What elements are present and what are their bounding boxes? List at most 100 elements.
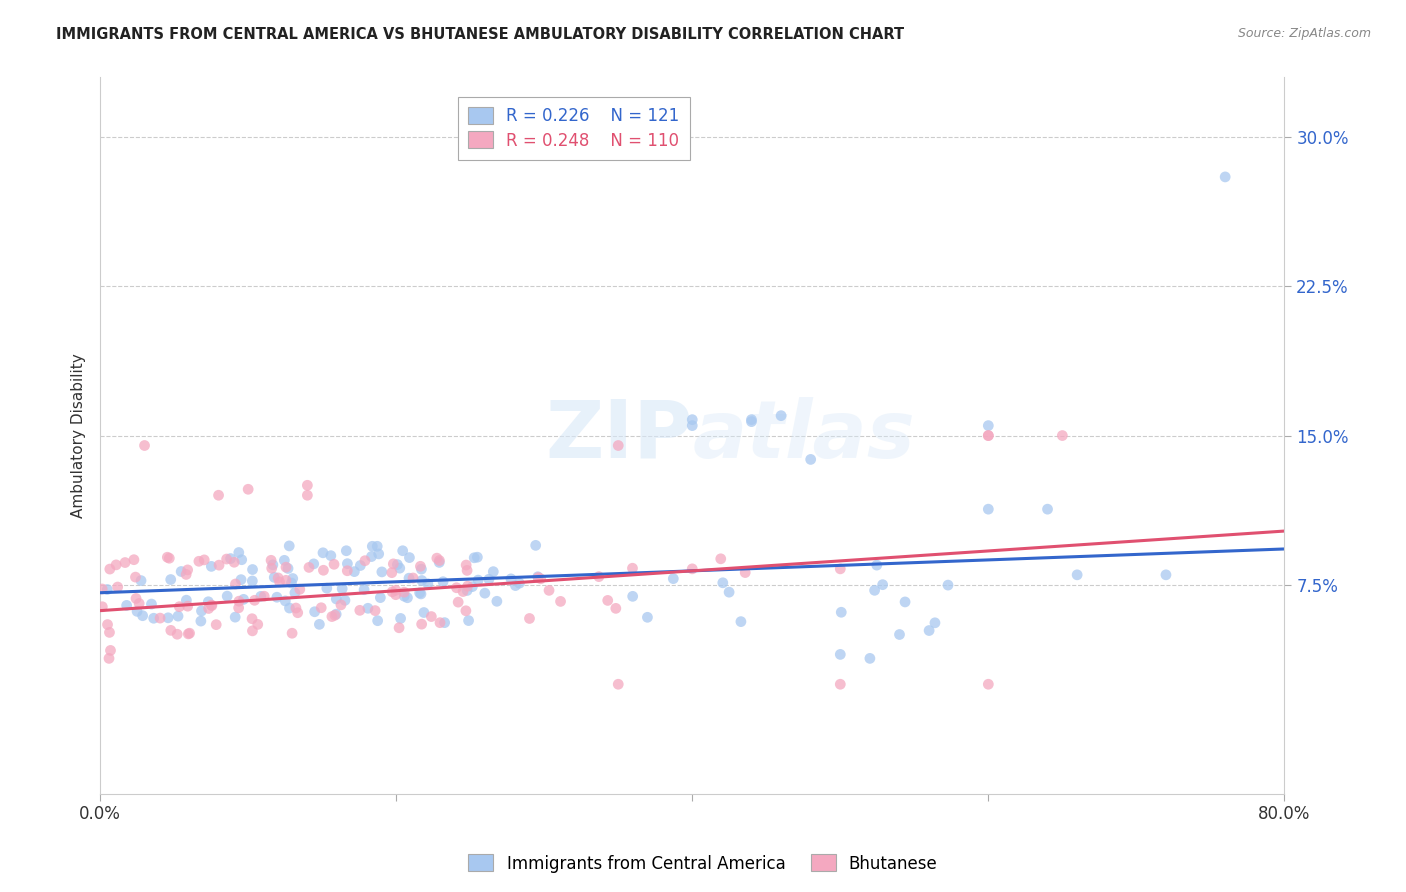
Point	[343, 565, 366, 579]
Point	[863, 583, 886, 598]
Point	[550, 594, 572, 608]
Point	[894, 595, 917, 609]
Point	[281, 572, 304, 586]
Point	[288, 582, 311, 597]
Point	[315, 581, 337, 595]
Point	[176, 563, 198, 577]
Point	[115, 599, 138, 613]
Point	[260, 561, 283, 575]
Point	[197, 601, 219, 615]
Point	[280, 576, 302, 591]
Point	[105, 558, 128, 572]
Point	[411, 617, 433, 632]
Point	[474, 586, 496, 600]
Point	[1213, 169, 1236, 184]
Point	[224, 555, 246, 569]
Point	[284, 601, 307, 615]
Point	[830, 648, 852, 662]
Point	[304, 605, 326, 619]
Point	[429, 553, 451, 567]
Point	[936, 578, 959, 592]
Point	[636, 610, 658, 624]
Point	[607, 677, 630, 691]
Point	[454, 604, 477, 618]
Point	[217, 589, 239, 603]
Point	[681, 562, 703, 576]
Point	[381, 566, 404, 580]
Point	[527, 570, 550, 584]
Point	[360, 549, 382, 564]
Point	[537, 583, 560, 598]
Point	[323, 558, 346, 572]
Point	[519, 611, 541, 625]
Point	[977, 428, 1000, 442]
Point	[179, 626, 201, 640]
Point	[128, 597, 150, 611]
Point	[229, 573, 252, 587]
Point	[478, 572, 501, 586]
Point	[190, 614, 212, 628]
Point	[485, 594, 508, 608]
Point	[228, 600, 250, 615]
Point	[125, 604, 148, 618]
Point	[770, 409, 793, 423]
Point	[91, 599, 114, 614]
Point	[446, 581, 468, 595]
Text: Source: ZipAtlas.com: Source: ZipAtlas.com	[1237, 27, 1371, 40]
Point	[607, 438, 630, 452]
Point	[681, 418, 703, 433]
Point	[122, 552, 145, 566]
Point	[224, 577, 246, 591]
Point	[456, 558, 478, 572]
Point	[187, 554, 209, 568]
Point	[98, 562, 121, 576]
Point	[596, 593, 619, 607]
Point	[889, 627, 911, 641]
Point	[267, 571, 290, 585]
Point	[297, 488, 319, 502]
Point	[273, 553, 295, 567]
Point	[176, 599, 198, 614]
Point	[366, 539, 388, 553]
Point	[297, 478, 319, 492]
Point	[260, 553, 283, 567]
Point	[287, 606, 309, 620]
Point	[505, 578, 527, 592]
Point	[249, 590, 271, 604]
Point	[149, 611, 172, 625]
Point	[159, 573, 181, 587]
Point	[411, 574, 433, 588]
Point	[333, 593, 356, 607]
Point	[228, 545, 250, 559]
Point	[371, 565, 394, 579]
Point	[718, 585, 741, 599]
Point	[357, 601, 380, 615]
Text: IMMIGRANTS FROM CENTRAL AMERICA VS BHUTANESE AMBULATORY DISABILITY CORRELATION C: IMMIGRANTS FROM CENTRAL AMERICA VS BHUTA…	[56, 27, 904, 42]
Point	[734, 566, 756, 580]
Point	[370, 591, 392, 605]
Point	[394, 589, 416, 603]
Point	[98, 625, 121, 640]
Point	[167, 609, 190, 624]
Point	[859, 651, 882, 665]
Point	[429, 615, 451, 630]
Point	[467, 573, 489, 587]
Point	[107, 580, 129, 594]
Point	[312, 546, 335, 560]
Point	[253, 589, 276, 603]
Point	[193, 553, 215, 567]
Point	[977, 428, 1000, 442]
Point	[588, 569, 610, 583]
Point	[325, 607, 347, 622]
Point	[392, 585, 415, 599]
Point	[200, 559, 222, 574]
Point	[224, 610, 246, 624]
Point	[308, 617, 330, 632]
Point	[190, 604, 212, 618]
Point	[156, 550, 179, 565]
Point	[411, 562, 433, 576]
Point	[681, 412, 703, 426]
Legend: R = 0.226    N = 121, R = 0.248    N = 110: R = 0.226 N = 121, R = 0.248 N = 110	[458, 96, 689, 160]
Point	[457, 614, 479, 628]
Point	[508, 576, 530, 591]
